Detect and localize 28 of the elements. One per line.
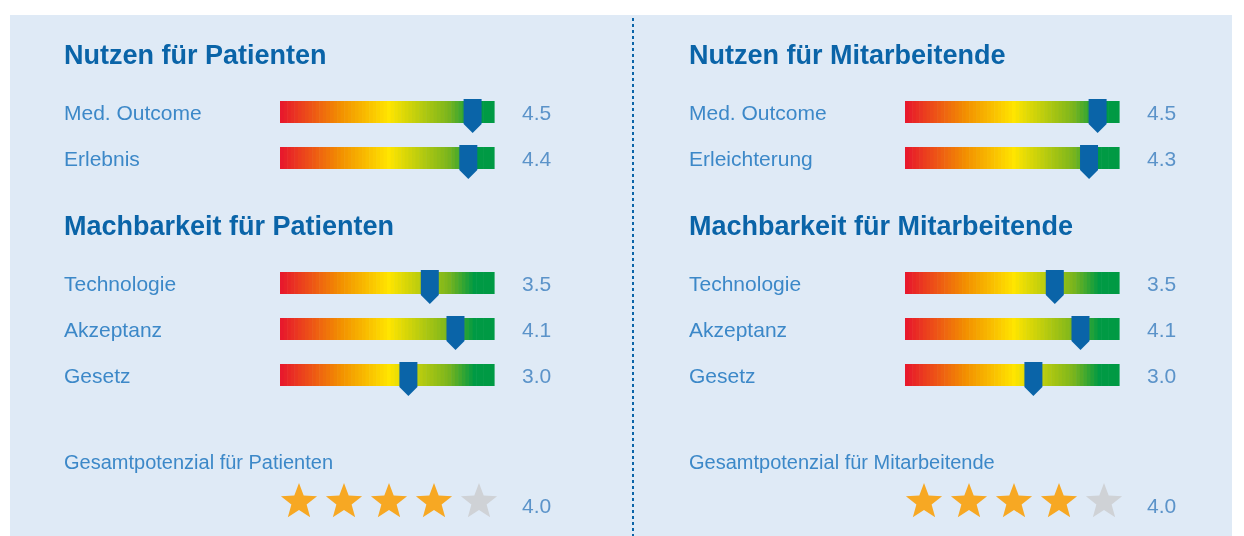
data-label: 3.5 — [522, 272, 552, 295]
data-label: 3.0 — [522, 364, 552, 387]
text: Machbarkeit für Mitarbeitende — [689, 211, 1074, 241]
data-label: 4.1 — [1147, 318, 1177, 341]
category-label: Technologie — [689, 272, 802, 295]
data-label: 4.0 — [1147, 494, 1177, 517]
text: Gesamtpotenzial für Patienten — [64, 451, 334, 473]
category-label: Erlebnis — [64, 147, 140, 170]
category-label: Erleichterung — [689, 147, 813, 170]
text: Machbarkeit für Patienten — [64, 211, 395, 241]
data-label: 3.0 — [1147, 364, 1177, 387]
category-label: Gesetz — [689, 364, 756, 387]
data-label: 4.0 — [522, 494, 552, 517]
data-label: 4.5 — [522, 101, 552, 124]
data-label: 3.5 — [1147, 272, 1177, 295]
data-label: 4.5 — [1147, 101, 1177, 124]
category-label: Med. Outcome — [64, 101, 202, 124]
category-label: Akzeptanz — [64, 318, 163, 341]
category-label: Med. Outcome — [689, 101, 827, 124]
text: Gesamtpotenzial für Mitarbeitende — [689, 451, 995, 473]
category-label: Akzeptanz — [689, 318, 788, 341]
data-label: 4.3 — [1147, 147, 1177, 170]
text: Nutzen für Mitarbeitende — [689, 40, 1006, 70]
category-label: Gesetz — [64, 364, 131, 387]
data-label: 4.1 — [522, 318, 552, 341]
text: Nutzen für Patienten — [64, 40, 327, 70]
category-label: Technologie — [64, 272, 177, 295]
data-label: 4.4 — [522, 147, 552, 170]
